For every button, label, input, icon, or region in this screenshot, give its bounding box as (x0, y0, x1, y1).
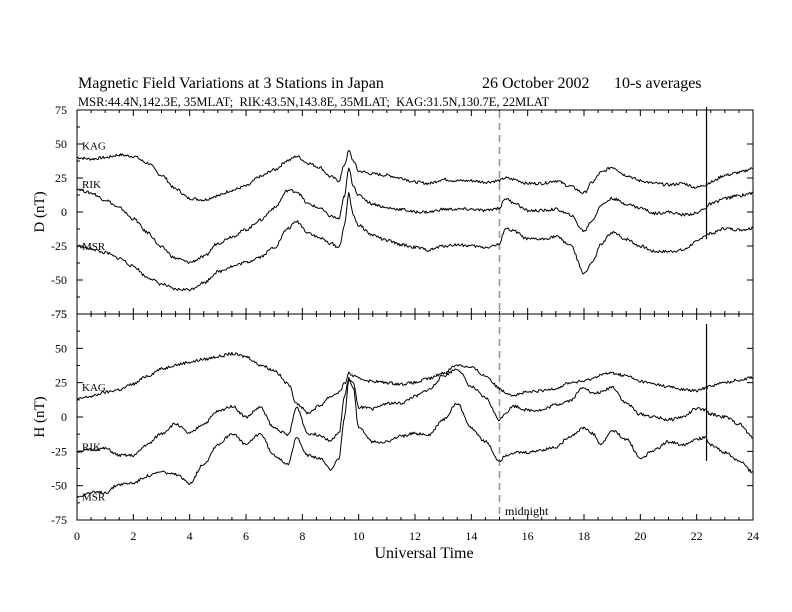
x-tick-label: 4 (187, 529, 193, 543)
midnight-annotation: midnight (505, 504, 549, 518)
panel-h-ylabel: H (nT) (32, 396, 48, 437)
x-tick-label: 14 (465, 529, 477, 543)
x-tick-label: 10 (353, 529, 365, 543)
y-tick-label: 75 (55, 307, 67, 321)
y-tick-label: -50 (51, 273, 67, 287)
series-line-rik (76, 167, 754, 264)
series-label-kag: KAG (82, 382, 106, 394)
y-tick-label: 75 (55, 103, 67, 117)
x-tick-label: 8 (299, 529, 305, 543)
x-tick-label: 20 (634, 529, 646, 543)
x-tick-label: 0 (74, 529, 80, 543)
chart-title: Magnetic Field Variations at 3 Stations … (78, 75, 384, 92)
y-tick-label: -50 (51, 479, 67, 493)
x-axis-label: Universal Time (374, 545, 473, 562)
x-tick-label: 22 (691, 529, 703, 543)
y-tick-label: 25 (55, 376, 67, 390)
series-label-kag: KAG (82, 141, 106, 153)
x-tick-label: 16 (522, 529, 534, 543)
series-line-msr (76, 379, 754, 498)
panel-d-ylabel: D (nT) (32, 191, 48, 232)
x-tick-label: 12 (409, 529, 421, 543)
x-tick-label: 6 (243, 529, 249, 543)
y-tick-label: -25 (51, 444, 67, 458)
series-label-rik: RIK (82, 441, 101, 453)
chart-stations-line: MSR:44.4N,142.3E, 35MLAT; RIK:43.5N,143.… (78, 95, 550, 109)
x-tick-label: 18 (578, 529, 590, 543)
series-line-msr (76, 192, 754, 292)
y-tick-label: 50 (55, 341, 67, 355)
chart-averaging: 10-s averages (614, 75, 702, 92)
series-label-rik: RIK (82, 179, 101, 191)
y-tick-label: 25 (55, 171, 67, 185)
series-label-msr: MSR (82, 492, 106, 504)
series-line-rik (76, 368, 754, 458)
series-line-kag (76, 149, 754, 202)
series-line-kag (76, 351, 754, 415)
y-tick-label: 0 (61, 410, 67, 424)
y-tick-label: -75 (51, 307, 67, 321)
y-tick-label: 0 (61, 205, 67, 219)
y-tick-label: -25 (51, 239, 67, 253)
x-tick-label: 2 (130, 529, 136, 543)
y-tick-label: -75 (51, 513, 67, 527)
series-label-msr: MSR (82, 241, 106, 253)
chart-date: 26 October 2002 (482, 75, 590, 92)
y-tick-label: 50 (55, 137, 67, 151)
x-tick-label: 24 (747, 529, 759, 543)
